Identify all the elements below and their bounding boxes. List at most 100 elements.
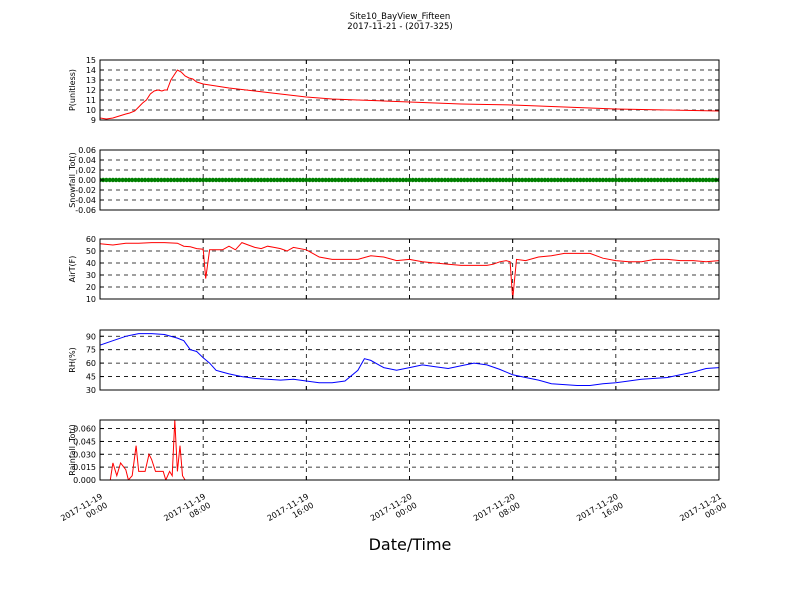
data-point xyxy=(130,177,135,183)
data-point xyxy=(681,177,686,183)
data-point xyxy=(446,177,451,183)
data-point xyxy=(652,177,657,183)
data-point xyxy=(710,177,715,183)
data-point xyxy=(110,177,116,183)
data-point xyxy=(500,177,506,183)
data-point xyxy=(339,177,344,183)
subplot-2: 10 20 30 40 50 60 AirT(F) xyxy=(68,235,720,304)
data-point xyxy=(281,177,286,183)
y-tick-label: 30 xyxy=(86,386,96,395)
data-point xyxy=(423,177,428,183)
data-point xyxy=(329,177,335,183)
data-point xyxy=(233,177,238,183)
data-point xyxy=(691,177,696,183)
y-tick-label: 10 xyxy=(86,295,96,304)
data-point xyxy=(223,177,228,183)
data-point xyxy=(207,177,212,183)
data-point xyxy=(310,177,315,183)
data-point xyxy=(604,177,609,183)
data-point xyxy=(439,177,444,183)
data-point xyxy=(475,177,480,183)
data-point xyxy=(429,177,435,183)
data-point xyxy=(565,177,570,183)
y-tick-label: 45 xyxy=(86,373,96,382)
y-tick-label: 30 xyxy=(86,271,96,280)
data-point xyxy=(155,177,161,183)
data-point xyxy=(533,177,538,183)
data-point xyxy=(194,177,199,183)
figure-title-line1: Site10_BayView_Fifteen xyxy=(350,12,451,22)
y-tick-label: 0.00 xyxy=(78,176,96,185)
data-point xyxy=(655,177,660,183)
data-point xyxy=(362,177,367,183)
subplots: 9101112131415P(unitless)-0.06-0.04-0.020… xyxy=(68,56,720,485)
data-point xyxy=(239,177,245,183)
data-point xyxy=(478,177,483,183)
data-point xyxy=(220,177,225,183)
data-point xyxy=(297,177,303,183)
y-tick-label: 15 xyxy=(86,56,96,65)
data-point xyxy=(633,177,638,183)
data-point xyxy=(201,177,206,183)
data-point xyxy=(687,177,693,183)
data-point xyxy=(465,177,470,183)
data-point xyxy=(159,177,164,183)
y-tick-label: 0.045 xyxy=(73,437,96,446)
data-point xyxy=(600,177,606,183)
data-point xyxy=(471,177,477,183)
data-point xyxy=(381,177,386,183)
y-tick-label: 20 xyxy=(86,283,96,292)
data-point xyxy=(162,177,167,183)
data-point xyxy=(674,177,680,183)
y-tick-label: 90 xyxy=(86,332,96,341)
data-point xyxy=(536,177,541,183)
data-point xyxy=(255,177,261,183)
data-point xyxy=(197,177,203,183)
data-point xyxy=(304,177,309,183)
data-point xyxy=(694,177,699,183)
data-point xyxy=(504,177,509,183)
data-point xyxy=(458,177,464,183)
data-point xyxy=(113,177,119,183)
data-point xyxy=(384,177,390,183)
y-tick-label: 0.060 xyxy=(73,425,96,434)
data-point xyxy=(275,177,280,183)
data-point xyxy=(368,177,373,183)
data-point xyxy=(181,177,186,183)
y-tick-label: 75 xyxy=(86,346,96,355)
y-tick-label: -0.06 xyxy=(75,206,96,215)
data-point xyxy=(639,177,644,183)
data-point xyxy=(507,177,512,183)
y-tick-label: 0.030 xyxy=(73,450,96,459)
y-tick-label: 60 xyxy=(86,359,96,368)
data-point xyxy=(684,177,689,183)
data-point xyxy=(662,177,667,183)
data-point xyxy=(165,177,170,183)
data-point xyxy=(355,177,361,183)
subplot-3: 30 45 60 75 90 RH(%) xyxy=(68,329,720,395)
data-point xyxy=(268,177,274,183)
data-point xyxy=(168,177,174,183)
data-point xyxy=(436,177,441,183)
data-point xyxy=(520,177,525,183)
data-point xyxy=(594,177,599,183)
data-point xyxy=(246,177,251,183)
data-point xyxy=(484,177,490,183)
data-point xyxy=(349,177,354,183)
data-point xyxy=(230,177,235,183)
data-point xyxy=(217,177,222,183)
data-point xyxy=(136,177,141,183)
data-point xyxy=(623,177,628,183)
data-point xyxy=(262,177,267,183)
series-1 xyxy=(100,177,719,183)
data-point xyxy=(645,177,651,183)
y-tick-label: 9 xyxy=(91,116,96,125)
data-point xyxy=(172,177,177,183)
data-point xyxy=(452,177,457,183)
y-axis-label: Rainfall_Tot() xyxy=(68,424,77,476)
data-point xyxy=(516,177,522,183)
